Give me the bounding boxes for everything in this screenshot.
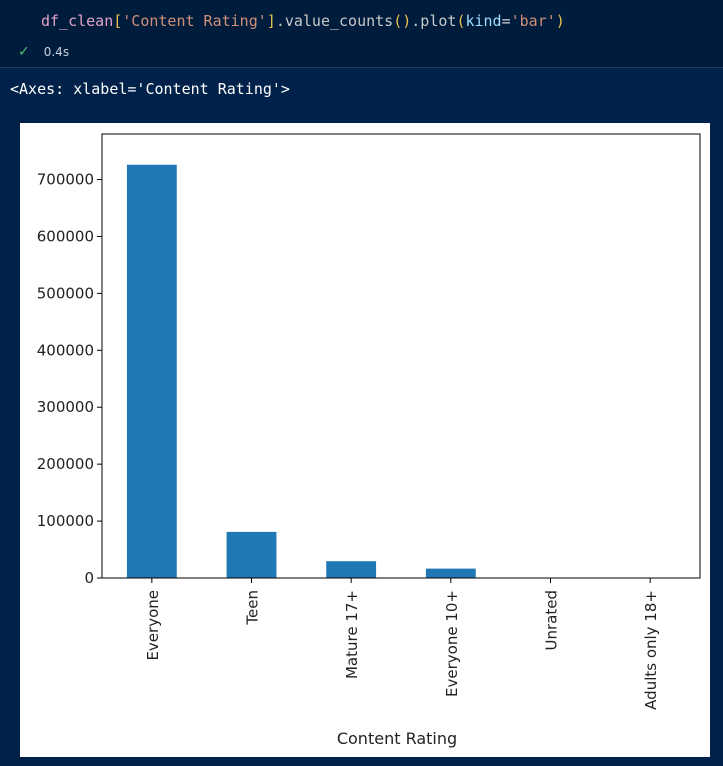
bar-everyone-10- bbox=[425, 568, 476, 578]
y-tick-label: 100000 bbox=[37, 512, 94, 530]
code-open-paren: ( bbox=[456, 12, 466, 30]
code-close-paren: ) bbox=[555, 12, 565, 30]
y-tick-label: 300000 bbox=[37, 398, 94, 416]
code-method-plot: .plot bbox=[411, 12, 457, 30]
code-column-key: 'Content Rating' bbox=[122, 12, 267, 30]
code-equals: = bbox=[501, 12, 511, 30]
x-tick-label: Teen bbox=[244, 590, 262, 626]
bar-teen bbox=[226, 531, 277, 578]
bar-mature-17- bbox=[326, 561, 377, 578]
x-tick-label: Mature 17+ bbox=[343, 590, 361, 679]
y-tick-label: 400000 bbox=[37, 341, 94, 359]
bar-chart-figure: 0 100000 200000 300000 400000 500000 600000 700… bbox=[20, 123, 710, 757]
code-line[interactable]: df_clean['Content Rating'].value_counts(… bbox=[41, 12, 565, 30]
x-tick-label: Unrated bbox=[543, 590, 561, 650]
plot-frame bbox=[101, 133, 701, 579]
x-tick-label: Adults only 18+ bbox=[642, 590, 660, 710]
check-icon: ✓ bbox=[18, 44, 30, 60]
x-tick-label: Everyone bbox=[144, 590, 162, 661]
y-tick-label: 500000 bbox=[37, 284, 94, 302]
execution-duration: 0.4s bbox=[43, 45, 70, 59]
x-tick-label: Everyone 10+ bbox=[443, 590, 461, 697]
code-param-value: 'bar' bbox=[510, 12, 556, 30]
code-parens: () bbox=[393, 12, 412, 30]
code-close-bracket: ] bbox=[266, 12, 276, 30]
y-tick-label: 600000 bbox=[37, 227, 94, 245]
output-repr: <Axes: xlabel='Content Rating'> bbox=[10, 80, 290, 98]
code-method-value-counts: .value_counts bbox=[275, 12, 394, 30]
execution-status: ✓ 0.4s bbox=[18, 44, 69, 60]
y-tick-label: 0 bbox=[84, 569, 94, 587]
code-param-name: kind bbox=[465, 12, 502, 30]
code-cell-input[interactable]: df_clean['Content Rating'].value_counts(… bbox=[0, 0, 723, 68]
y-tick-label: 200000 bbox=[37, 455, 94, 473]
code-variable: df_clean bbox=[41, 12, 114, 30]
x-axis-label: Content Rating bbox=[337, 729, 457, 748]
code-open-bracket: [ bbox=[113, 12, 123, 30]
bar-chart: 0 100000 200000 300000 400000 500000 600000 700… bbox=[37, 133, 701, 748]
bar-everyone bbox=[126, 164, 177, 578]
y-tick-label: 700000 bbox=[37, 171, 94, 189]
